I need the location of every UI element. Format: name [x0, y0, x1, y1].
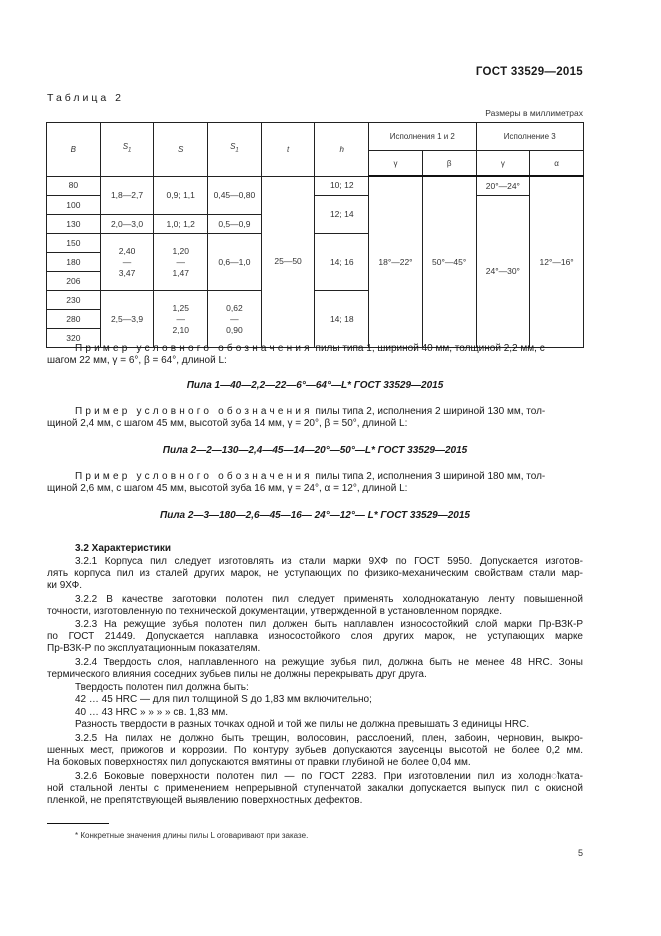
cell-h: 10; 12 [314, 175, 370, 196]
document-standard-header: ГОСТ 33529—2015 [475, 66, 583, 78]
section-line: Разность твердости в разных точках одной… [75, 719, 530, 730]
cell-B: 130 [46, 214, 101, 234]
cell-B: 180 [46, 252, 101, 272]
header-group-1-2: Исполнения 1 и 2 [368, 122, 477, 151]
header-B: B [46, 122, 101, 177]
header-gamma-3: γ [475, 150, 531, 177]
cell-B: 206 [46, 271, 101, 291]
cell-S1-second: 0,5—0,9 [207, 214, 262, 234]
example-2-formula: Пила 2—2—130—2,4—45—14—20°—50°—L* ГОСТ 3… [162, 445, 468, 456]
example-1-line-1: Пример условного обозначения пилы типа 1… [75, 343, 545, 354]
table-row: 100 12; 14 24°—30° [46, 195, 584, 348]
section-line: точности, изготовленную по технической д… [47, 606, 502, 617]
example-1-line-2: шагом 22 мм, γ = 6°, β = 64°, длиной L: [47, 355, 227, 366]
section-line: ки 9ХФ. [47, 580, 83, 591]
example-2-line-1: Пример условного обозначения пилы типа 2… [75, 406, 546, 417]
table-row: 230 2,5—3,9 1,25—2,10 0,62—0,90 14; 18 [46, 290, 584, 348]
header-S1-second: S1 [207, 122, 262, 177]
example-1-formula: Пила 1—40—2,2—22—6°—64°—L* ГОСТ 33529—20… [186, 380, 444, 391]
cell-B: 80 [46, 175, 101, 196]
example-3-formula: Пила 2—3—180—2,6—45—16— 24°—12°— L* ГОСТ… [160, 510, 470, 521]
example-3-line-2: щиной 2,6 мм, с шагом 45 мм, высотой зуб… [47, 483, 408, 494]
table-caption: Таблица 2 [47, 92, 124, 104]
footnote: * Конкретные значения длины пилы L огова… [75, 831, 309, 840]
header-group-3: Исполнение 3 [475, 122, 584, 151]
cell-S1-second: 0,6—1,0 [207, 233, 262, 291]
section-line: по ГОСТ 21449. Допускается наплавка изно… [47, 631, 583, 642]
table-row: 320 [46, 328, 584, 348]
cell-S1-second: 0,62—0,90 [207, 290, 262, 348]
header-h: h [314, 122, 370, 177]
table-row: 80 1,8—2,7 0,9; 1,1 0,45—0,80 25—50 10; … [46, 175, 584, 348]
section-line: 3.2.5 На пилах не должно быть трещин, во… [75, 733, 583, 744]
cell-h: 12; 14 [314, 195, 370, 234]
table-row: 150 2,40—3,47 1,20—1,47 0,6—1,0 14; 16 [46, 233, 584, 291]
cell-gamma-3: 24°—30° [475, 195, 531, 348]
header-S: S [153, 122, 209, 177]
section-heading: 3.2 Характеристики [75, 543, 172, 554]
example-2-line-2: щиной 2,4 мм, с шагом 45 мм, высотой зуб… [47, 418, 408, 429]
section-line: 3.2.3 На режущие зубья полотен пил долже… [75, 619, 583, 630]
section-line: 3.2.2 В качестве заготовки полотен пил с… [75, 594, 583, 605]
section-line: 40 … 43 HRC » » » » св. 1,83 мм. [75, 707, 229, 718]
header-gamma-12: γ [368, 150, 423, 177]
cell-beta: 50°—45° [421, 175, 477, 348]
section-line: 3.2.4 Твердость слоя, наплавленного на р… [75, 657, 583, 668]
section-line: На боковых поверхностях пил допускаются … [47, 757, 471, 768]
section-line: ной стальной ленты с применением непреры… [47, 783, 583, 794]
units-note: Размеры в миллиметрах [485, 108, 583, 118]
footnote-divider [47, 823, 109, 824]
cell-S1: 2,5—3,9 [99, 290, 155, 348]
section-line: 3.2.1 Корпуса пил следует изготовлять из… [75, 556, 583, 567]
cell-gamma-3: 20°—24° [475, 175, 531, 196]
header-beta: β [421, 150, 477, 177]
header-t: t [260, 122, 316, 177]
section-line: 3.2.6 Боковые поверхности полотен пил — … [75, 771, 583, 782]
example-3-line-1: Пример условного обозначения пилы типа 2… [75, 471, 546, 482]
cell-S: 1,0; 1,2 [153, 214, 209, 234]
cell-S1: 2,40—3,47 [99, 233, 155, 291]
section-line: 42 … 45 HRC — для пил толщиной S до 1,83… [75, 694, 372, 705]
header-alpha: α [529, 150, 584, 177]
cell-h: 14; 16 [314, 233, 370, 291]
page-number: 5 [577, 848, 583, 858]
cell-S1: 1,8—2,7 [99, 175, 155, 215]
cell-alpha: 12°—16° [529, 175, 584, 348]
section-line: термического влияния соседних зубьев пил… [47, 669, 427, 680]
section-line: Пр-ВЗК-Р по эксплуатационным показателям… [47, 643, 261, 654]
cell-S1-second: 0,45—0,80 [207, 175, 262, 215]
cell-S: 1,25—2,10 [153, 290, 209, 348]
cell-S1: 2,0—3,0 [99, 214, 155, 234]
header-S1: S1 [99, 122, 155, 177]
dimensions-table: B S1 S S1 t h Исполнения 1 и 2 Исполнени… [46, 122, 584, 348]
cell-B: 100 [46, 195, 101, 215]
cell-S: 1,20—1,47 [153, 233, 209, 291]
cell-B: 230 [46, 290, 101, 310]
cell-B: 150 [46, 233, 101, 253]
section-line: шенных мест, прижогов и коррозии. По кон… [47, 745, 583, 756]
cell-t: 25—50 [260, 175, 316, 348]
cell-gamma-12: 18°—22° [368, 175, 423, 348]
section-line: пленкой, не препятствующей выявлению пов… [47, 795, 363, 806]
cell-h: 14; 18 [314, 290, 370, 348]
section-line: Твердость полотен пил должна быть: [75, 682, 249, 693]
cell-B: 280 [46, 309, 101, 329]
section-line: лять корпуса пил из сталей других марок,… [47, 568, 583, 579]
cell-S: 0,9; 1,1 [153, 175, 209, 215]
cell-B: 320 [46, 328, 101, 348]
